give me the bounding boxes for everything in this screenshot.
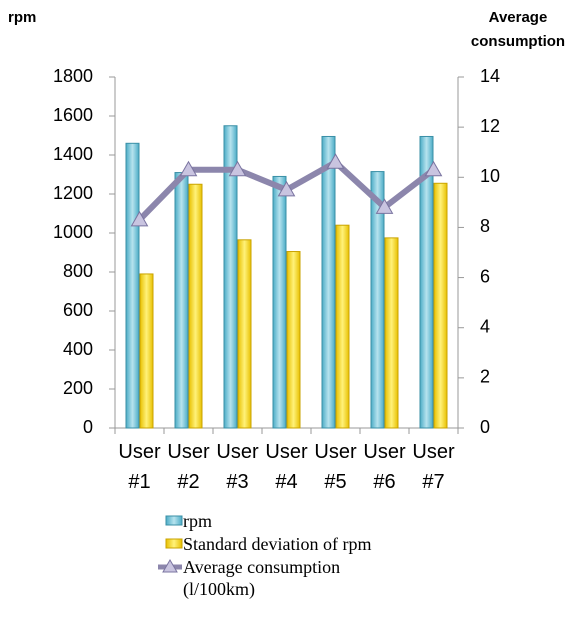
y-tick-label: 0 <box>83 417 93 437</box>
marker <box>228 160 247 177</box>
marker <box>130 210 149 227</box>
x-tick-label: User #6 <box>363 441 406 493</box>
marker <box>424 160 443 177</box>
y2-tick-label: 10 <box>480 166 500 186</box>
marker <box>375 198 394 214</box>
x-tick-label: User #5 <box>314 441 357 493</box>
y2-tick-label: 14 <box>480 66 500 86</box>
legend-swatch <box>162 559 178 573</box>
bar <box>433 182 448 429</box>
y2-tick-label: 6 <box>480 266 490 286</box>
y-tick-label: 600 <box>63 300 93 320</box>
marker <box>179 160 198 177</box>
legend-swatch <box>165 538 183 549</box>
x-tick-label: User #4 <box>265 441 308 493</box>
legend-label: rpm <box>183 511 212 531</box>
y2-tick-label: 8 <box>480 216 490 236</box>
bar <box>286 251 301 429</box>
y-tick-label: 1400 <box>53 144 93 164</box>
y2-tick-label: 4 <box>480 316 490 336</box>
y-tick-label: 200 <box>63 378 93 398</box>
bar <box>237 239 252 429</box>
y2-tick-label: 12 <box>480 116 500 136</box>
legend-label: Standard deviation of rpm <box>183 534 372 554</box>
bar <box>321 135 336 429</box>
y2-tick-label: 2 <box>480 367 490 387</box>
y-tick-label: 1200 <box>53 183 93 203</box>
x-tick-label: User #1 <box>118 441 161 493</box>
bar <box>370 171 385 429</box>
y-tick-label: 400 <box>63 339 93 359</box>
bar <box>384 237 399 429</box>
bar <box>419 135 434 429</box>
marker <box>326 153 345 169</box>
y2-tick-label: 0 <box>480 417 490 437</box>
bar <box>188 183 203 429</box>
legend-swatch <box>165 515 183 526</box>
x-tick-label: User #7 <box>412 441 455 493</box>
bar <box>174 172 189 429</box>
bar <box>125 142 140 429</box>
legend-label: Average consumption (l/100km) <box>183 557 341 599</box>
x-tick-label: User #3 <box>216 441 259 493</box>
bar <box>223 125 238 429</box>
x-tick-label: User #2 <box>167 441 210 493</box>
y-tick-label: 1600 <box>53 105 93 125</box>
y-axis-title: rpm <box>8 9 37 26</box>
bar <box>139 273 154 429</box>
marker <box>277 180 296 197</box>
y-tick-label: 800 <box>63 261 93 281</box>
y-tick-label: 1800 <box>53 66 93 86</box>
bar <box>272 175 287 429</box>
y-tick-label: 1000 <box>53 222 93 242</box>
bar <box>335 224 350 429</box>
y2-axis-title: Average consumption <box>470 9 566 50</box>
